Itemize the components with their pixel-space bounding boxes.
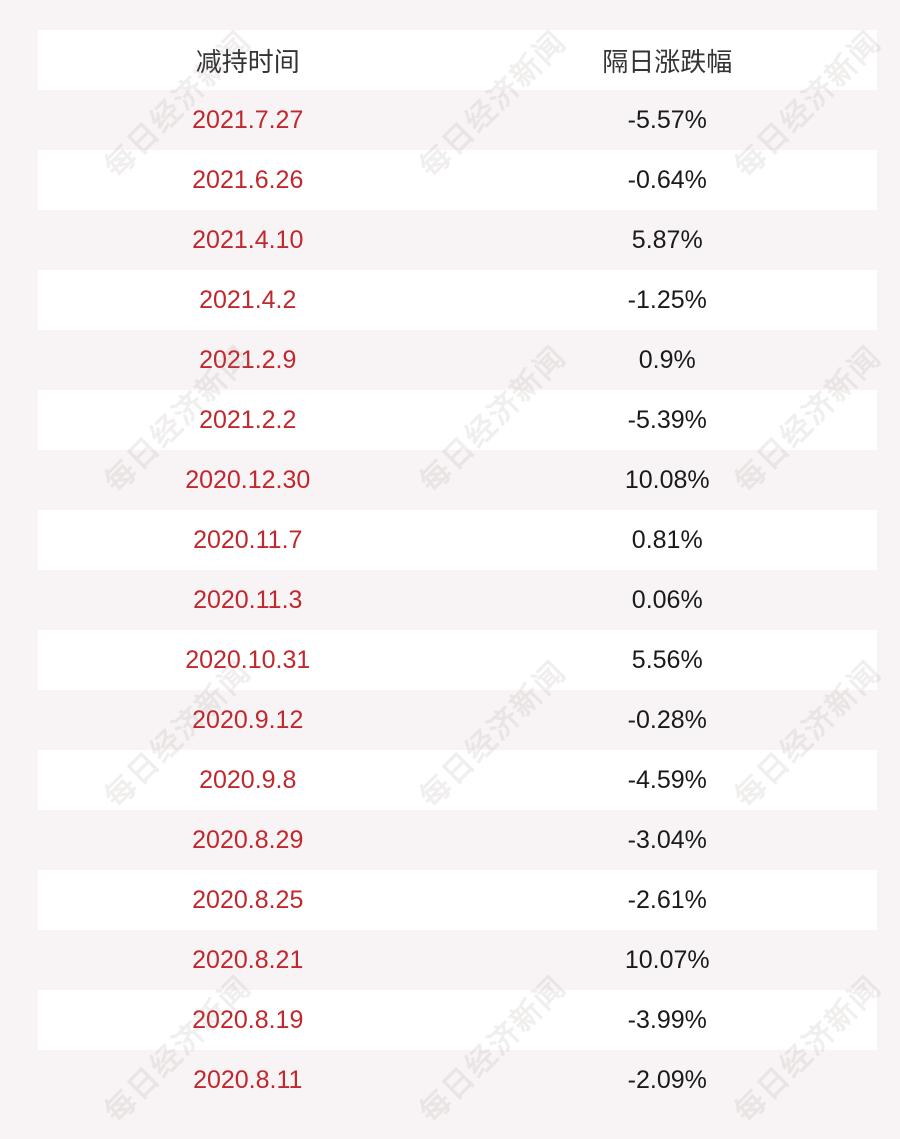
data-table: 减持时间 隔日涨跌幅 2021.7.27 -5.57% 2021.6.26 -0.64… [38, 30, 877, 1110]
row-change: 10.07% [624, 945, 710, 974]
row-change: -0.28% [627, 705, 707, 734]
row-date: 2021.2.2 [199, 405, 297, 434]
table-row: 2020.11.7 0.81% [38, 510, 877, 570]
table-row: 2020.8.29 -3.04% [38, 810, 877, 870]
row-date: 2021.2.9 [199, 345, 297, 374]
row-change: -5.39% [627, 405, 707, 434]
row-change: 0.81% [631, 525, 703, 554]
row-change: -2.61% [627, 885, 707, 914]
table-row: 2020.11.3 0.06% [38, 570, 877, 630]
table-row: 2021.2.2 -5.39% [38, 390, 877, 450]
row-date: 2021.4.2 [199, 285, 297, 314]
table-row: 2021.2.9 0.9% [38, 330, 877, 390]
row-change: 10.08% [624, 465, 710, 494]
row-change: -0.64% [627, 165, 707, 194]
table-row: 2020.12.30 10.08% [38, 450, 877, 510]
table-row: 2020.9.12 -0.28% [38, 690, 877, 750]
row-change: 5.87% [631, 225, 703, 254]
row-date: 2020.8.11 [193, 1065, 303, 1094]
row-change: -3.99% [627, 1005, 707, 1034]
row-date: 2020.9.8 [199, 765, 297, 794]
row-change: -1.25% [627, 285, 707, 314]
row-date: 2020.8.29 [192, 825, 304, 854]
table-row: 2021.4.10 5.87% [38, 210, 877, 270]
row-change: 5.56% [631, 645, 703, 674]
table-row: 2020.8.19 -3.99% [38, 990, 877, 1050]
row-date: 2020.12.30 [185, 465, 311, 494]
row-change: -5.57% [627, 105, 707, 134]
row-date: 2020.11.3 [193, 585, 303, 614]
table-row: 2020.8.25 -2.61% [38, 870, 877, 930]
table-row: 2021.7.27 -5.57% [38, 90, 877, 150]
row-date: 2020.8.21 [192, 945, 304, 974]
table-row: 2020.9.8 -4.59% [38, 750, 877, 810]
table-header: 减持时间 隔日涨跌幅 [38, 30, 877, 90]
row-change: -4.59% [627, 765, 707, 794]
row-change: -3.04% [627, 825, 707, 854]
row-change: 0.9% [638, 345, 696, 374]
row-date: 2021.4.10 [192, 225, 304, 254]
table-row: 2020.8.11 -2.09% [38, 1050, 877, 1110]
table-row: 2020.10.31 5.56% [38, 630, 877, 690]
table-row: 2021.4.2 -1.25% [38, 270, 877, 330]
row-change: 0.06% [631, 585, 703, 614]
row-date: 2021.7.27 [192, 105, 304, 134]
table-row: 2020.8.21 10.07% [38, 930, 877, 990]
table-row: 2021.6.26 -0.64% [38, 150, 877, 210]
row-date: 2020.8.19 [192, 1005, 304, 1034]
header-change: 隔日涨跌幅 [602, 46, 733, 77]
row-date: 2020.9.12 [192, 705, 304, 734]
row-change: -2.09% [627, 1065, 707, 1094]
row-date: 2020.11.7 [193, 525, 303, 554]
row-date: 2021.6.26 [192, 165, 304, 194]
row-date: 2020.10.31 [185, 645, 311, 674]
header-date: 减持时间 [195, 46, 300, 77]
row-date: 2020.8.25 [192, 885, 304, 914]
